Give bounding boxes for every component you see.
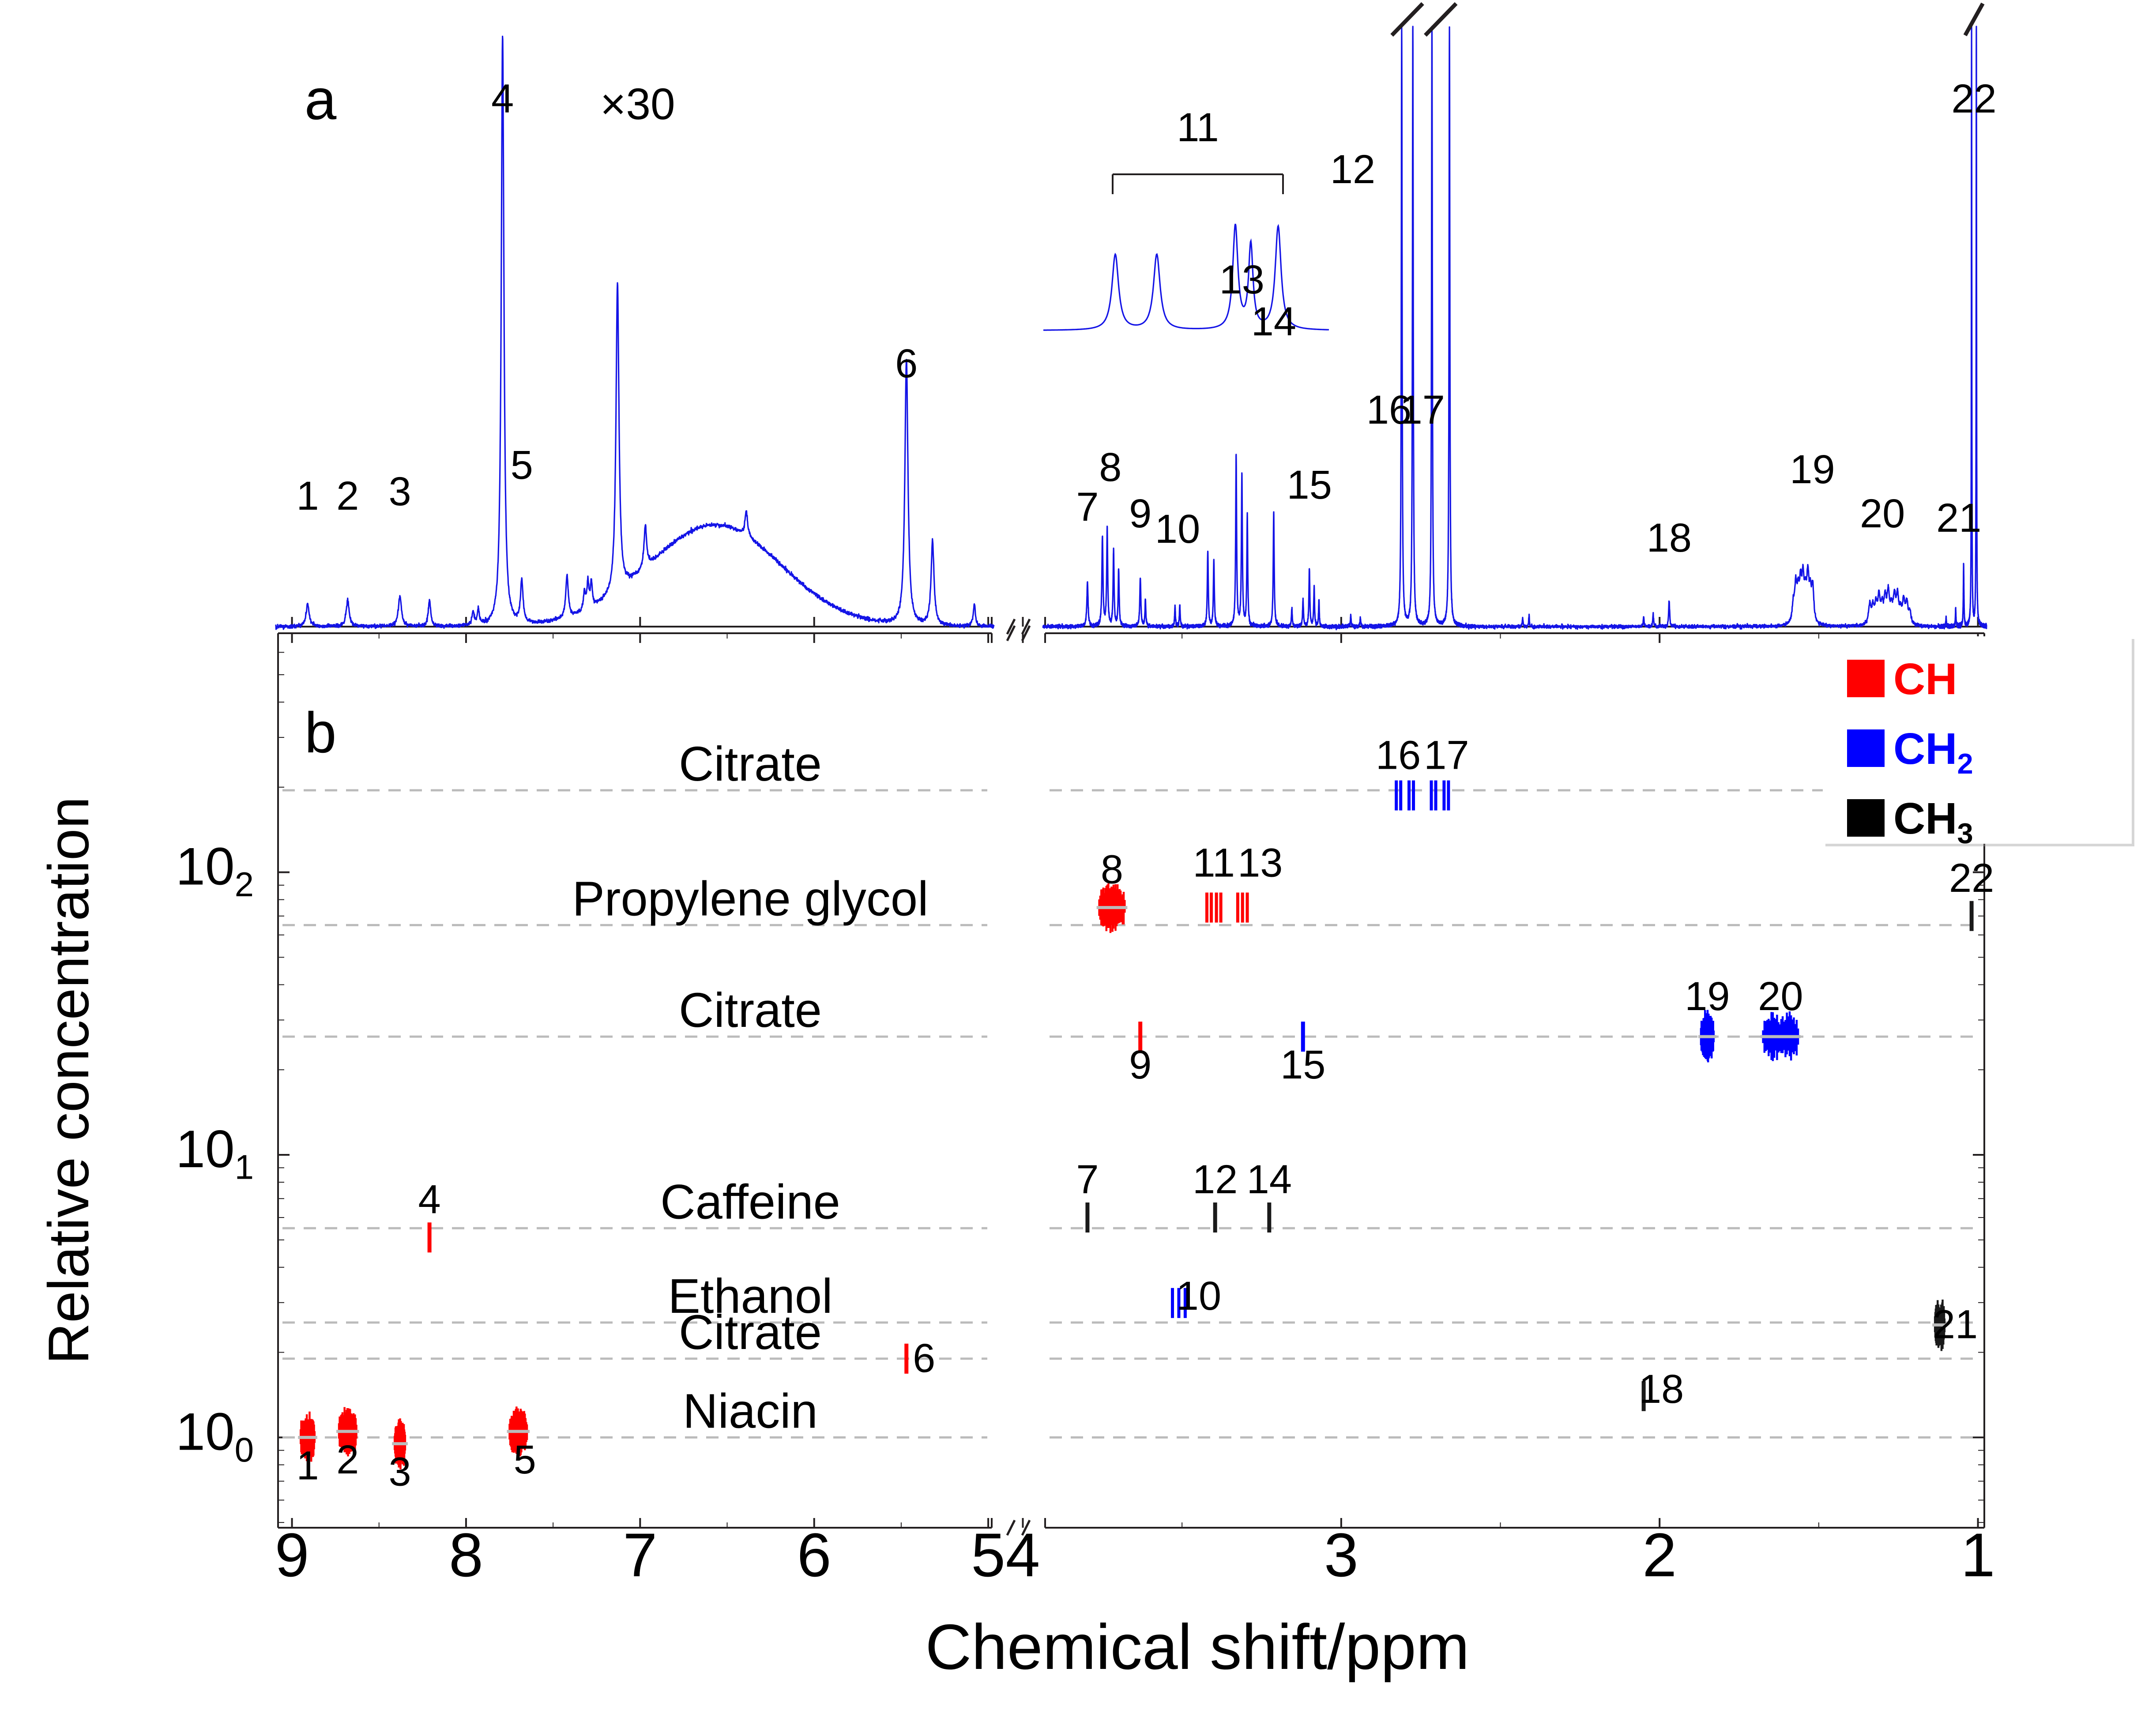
svg-text:12: 12 bbox=[1193, 1157, 1238, 1202]
svg-text:4: 4 bbox=[1006, 1520, 1040, 1589]
svg-text:19: 19 bbox=[1685, 974, 1730, 1019]
svg-text:Relative concentration: Relative concentration bbox=[36, 797, 101, 1364]
svg-text:14: 14 bbox=[1251, 299, 1296, 344]
svg-text:22: 22 bbox=[1951, 76, 1996, 121]
svg-text:Propylene glycol: Propylene glycol bbox=[572, 872, 928, 926]
svg-text:6: 6 bbox=[797, 1520, 832, 1589]
svg-text:20: 20 bbox=[1860, 491, 1905, 536]
svg-text:102: 102 bbox=[176, 837, 254, 904]
svg-text:Citrate: Citrate bbox=[679, 737, 822, 791]
svg-text:2: 2 bbox=[336, 473, 359, 519]
svg-text:9: 9 bbox=[275, 1520, 309, 1589]
svg-text:7: 7 bbox=[1076, 1157, 1099, 1202]
svg-text:20: 20 bbox=[1758, 974, 1803, 1019]
svg-text:8: 8 bbox=[1099, 445, 1121, 490]
svg-text:1: 1 bbox=[296, 1443, 319, 1488]
svg-text:Chemical shift/ppm: Chemical shift/ppm bbox=[926, 1611, 1470, 1683]
svg-text:10: 10 bbox=[1176, 1274, 1221, 1319]
svg-text:19: 19 bbox=[1790, 447, 1835, 492]
svg-text:14: 14 bbox=[1247, 1157, 1292, 1202]
svg-text:Citrate: Citrate bbox=[679, 1305, 822, 1360]
svg-text:4: 4 bbox=[491, 76, 514, 121]
svg-text:a: a bbox=[305, 67, 337, 132]
svg-text:101: 101 bbox=[176, 1120, 254, 1186]
svg-text:21: 21 bbox=[1936, 496, 1981, 541]
svg-text:×30: ×30 bbox=[600, 79, 675, 129]
svg-text:18: 18 bbox=[1647, 515, 1692, 560]
svg-text:Citrate: Citrate bbox=[679, 983, 822, 1037]
svg-text:5: 5 bbox=[511, 443, 533, 488]
svg-text:16: 16 bbox=[1376, 733, 1421, 778]
svg-text:3: 3 bbox=[1324, 1520, 1358, 1589]
svg-text:6: 6 bbox=[895, 341, 918, 386]
svg-text:1: 1 bbox=[1961, 1520, 1995, 1589]
svg-text:18: 18 bbox=[1639, 1367, 1684, 1412]
svg-text:4: 4 bbox=[418, 1177, 441, 1222]
svg-text:10: 10 bbox=[1155, 507, 1200, 552]
svg-text:Caffeine: Caffeine bbox=[660, 1175, 840, 1229]
svg-text:15: 15 bbox=[1287, 462, 1332, 507]
svg-text:6: 6 bbox=[913, 1336, 935, 1381]
svg-text:12: 12 bbox=[1330, 147, 1375, 192]
svg-text:17: 17 bbox=[1400, 387, 1445, 432]
svg-text:8: 8 bbox=[449, 1520, 483, 1589]
svg-text:1: 1 bbox=[296, 473, 319, 519]
svg-text:17: 17 bbox=[1424, 733, 1469, 778]
svg-text:8: 8 bbox=[1101, 847, 1123, 892]
svg-text:b: b bbox=[305, 700, 336, 765]
svg-text:11: 11 bbox=[1177, 105, 1219, 150]
svg-text:3: 3 bbox=[388, 1450, 411, 1495]
svg-text:11: 11 bbox=[1193, 841, 1235, 886]
svg-text:2: 2 bbox=[336, 1437, 359, 1482]
svg-text:7: 7 bbox=[1076, 485, 1099, 530]
svg-text:2: 2 bbox=[1642, 1520, 1677, 1589]
svg-text:13: 13 bbox=[1238, 841, 1283, 886]
svg-text:13: 13 bbox=[1219, 257, 1264, 302]
svg-text:5: 5 bbox=[971, 1520, 1005, 1589]
svg-text:3: 3 bbox=[388, 469, 411, 514]
svg-text:9: 9 bbox=[1129, 491, 1151, 536]
svg-text:100: 100 bbox=[176, 1402, 254, 1469]
svg-text:7: 7 bbox=[623, 1520, 657, 1589]
svg-text:9: 9 bbox=[1129, 1042, 1151, 1087]
svg-text:Niacin: Niacin bbox=[683, 1384, 818, 1438]
svg-text:5: 5 bbox=[514, 1437, 536, 1482]
svg-text:21: 21 bbox=[1933, 1302, 1978, 1347]
svg-text:15: 15 bbox=[1280, 1042, 1325, 1087]
svg-text:CH: CH bbox=[1893, 654, 1957, 704]
svg-text:22: 22 bbox=[1949, 856, 1994, 901]
